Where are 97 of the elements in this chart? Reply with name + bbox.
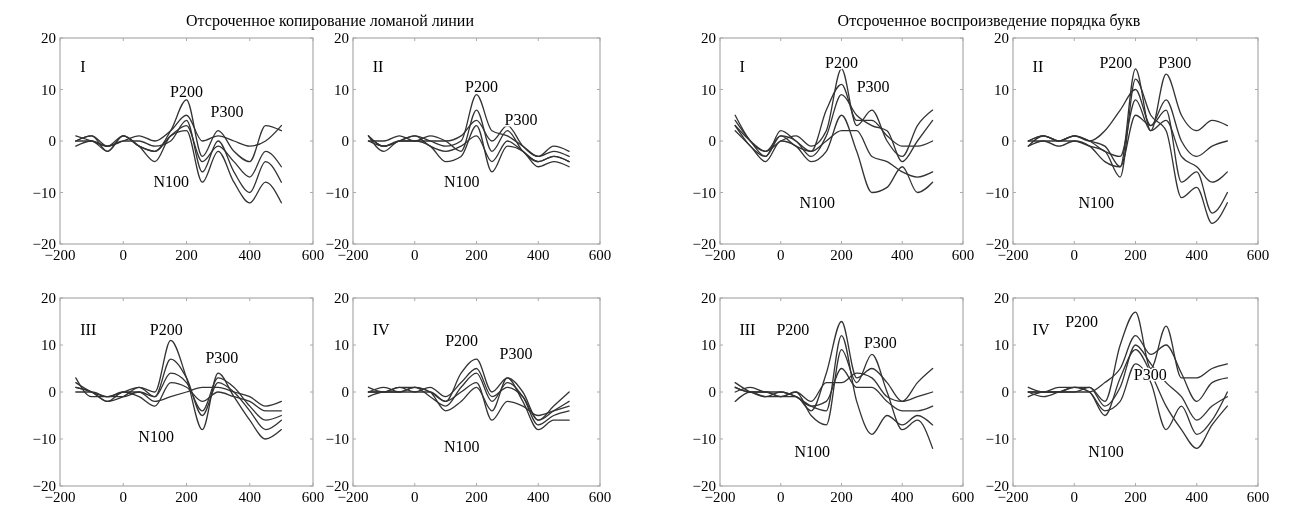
annotation: P200	[445, 332, 479, 350]
x-tick-label: 200	[1124, 489, 1147, 505]
annotation: P200	[149, 320, 183, 338]
annotation: P300	[1158, 53, 1192, 71]
annotation: N100	[443, 437, 480, 455]
annotation: N100	[138, 428, 174, 446]
x-tick-label: 600	[588, 489, 612, 505]
y-tick-label: −10	[692, 184, 716, 201]
annotation: I	[80, 57, 86, 75]
annotation: III	[80, 320, 97, 338]
x-tick-label: 600	[301, 247, 325, 263]
annotation: P300	[499, 345, 533, 363]
chart-title: Отсроченное воспроизведение порядка букв	[837, 12, 1141, 30]
y-tick-label: 20	[994, 30, 1009, 46]
y-tick-label: 10	[994, 81, 1009, 98]
annotation: P300	[856, 78, 890, 96]
x-tick-label: 200	[175, 247, 198, 263]
x-tick-label: 400	[527, 247, 550, 263]
y-tick-label: 0	[1001, 133, 1009, 149]
y-tick-label: 0	[341, 384, 349, 400]
y-tick-label: 20	[334, 30, 349, 46]
y-tick-label: 10	[41, 337, 56, 353]
y-tick-label: 10	[994, 337, 1009, 353]
x-tick-label: 600	[301, 489, 325, 505]
y-tick-label: 20	[701, 30, 716, 46]
x-tick-label: 400	[238, 489, 261, 505]
y-tick-label: 20	[334, 290, 349, 306]
y-tick-label: 0	[708, 384, 716, 400]
x-tick-label: 0	[1070, 489, 1078, 505]
annotation: P200	[464, 78, 498, 96]
x-tick-label: 400	[891, 489, 914, 505]
y-tick-label: −10	[985, 431, 1009, 447]
x-tick-label: 600	[588, 247, 612, 263]
x-tick-label: 200	[465, 247, 488, 263]
x-tick-label: 0	[1070, 247, 1078, 263]
y-tick-label: 10	[701, 81, 716, 98]
annotation: N100	[1078, 193, 1115, 211]
x-tick-label: 0	[777, 489, 785, 505]
y-tick-label: 20	[41, 290, 56, 306]
y-tick-label: −10	[325, 431, 349, 447]
x-tick-label: 0	[119, 489, 127, 505]
annotation: P300	[210, 103, 244, 121]
x-tick-label: 400	[238, 247, 261, 263]
annotation: P200	[1099, 53, 1133, 71]
annotation: P200	[776, 320, 810, 338]
x-tick-label: 400	[1185, 247, 1208, 263]
y-tick-label: 0	[48, 384, 56, 400]
annotation: N100	[443, 173, 480, 191]
y-tick-label: −10	[32, 431, 56, 447]
annotation: III	[739, 320, 756, 338]
y-tick-label: −10	[32, 184, 56, 201]
x-tick-label: 600	[951, 489, 975, 505]
x-tick-label: 0	[777, 247, 785, 263]
x-tick-label: 400	[1185, 489, 1208, 505]
x-tick-label: 200	[175, 489, 198, 505]
annotation: P300	[205, 349, 239, 367]
y-tick-label: 20	[994, 290, 1009, 306]
y-tick-label: 0	[1001, 384, 1009, 400]
y-tick-label: −10	[692, 431, 716, 447]
y-tick-label: 20	[701, 290, 716, 306]
annotation: N100	[153, 173, 190, 191]
x-tick-label: 0	[119, 247, 127, 263]
x-tick-label: 400	[527, 489, 550, 505]
annotation: P300	[504, 111, 538, 129]
x-tick-label: 600	[1246, 247, 1270, 263]
x-tick-label: 0	[411, 489, 419, 505]
x-tick-label: 200	[830, 489, 853, 505]
y-tick-label: 0	[708, 133, 716, 149]
y-tick-label: 10	[334, 337, 349, 353]
annotation: P300	[863, 334, 897, 352]
annotation: IV	[372, 320, 391, 338]
y-tick-label: 10	[334, 81, 349, 98]
y-tick-label: 0	[341, 133, 349, 149]
annotation: P200	[825, 53, 858, 71]
x-tick-label: 0	[411, 247, 419, 263]
y-tick-label: −10	[985, 184, 1009, 201]
annotation: N100	[799, 193, 835, 211]
y-tick-label: 10	[41, 81, 56, 98]
annotation: I	[739, 57, 745, 75]
chart-title: Отсроченное копирование ломаной линии	[186, 12, 475, 30]
annotation: P200	[1065, 313, 1099, 331]
x-tick-label: 200	[830, 247, 853, 263]
annotation: IV	[1032, 320, 1050, 338]
annotation: N100	[1088, 443, 1124, 461]
annotation: P200	[170, 82, 203, 100]
x-tick-label: 400	[891, 247, 914, 263]
y-tick-label: 10	[701, 337, 716, 353]
y-tick-label: 0	[48, 133, 56, 149]
annotation: N100	[794, 443, 831, 461]
y-tick-label: −10	[325, 184, 349, 201]
annotation: II	[1032, 57, 1044, 75]
x-tick-label: 600	[951, 247, 975, 263]
x-tick-label: 200	[1124, 247, 1147, 263]
y-tick-label: 20	[41, 30, 56, 46]
x-tick-label: 600	[1246, 489, 1270, 505]
annotation: II	[372, 57, 384, 75]
x-tick-label: 200	[465, 489, 488, 505]
